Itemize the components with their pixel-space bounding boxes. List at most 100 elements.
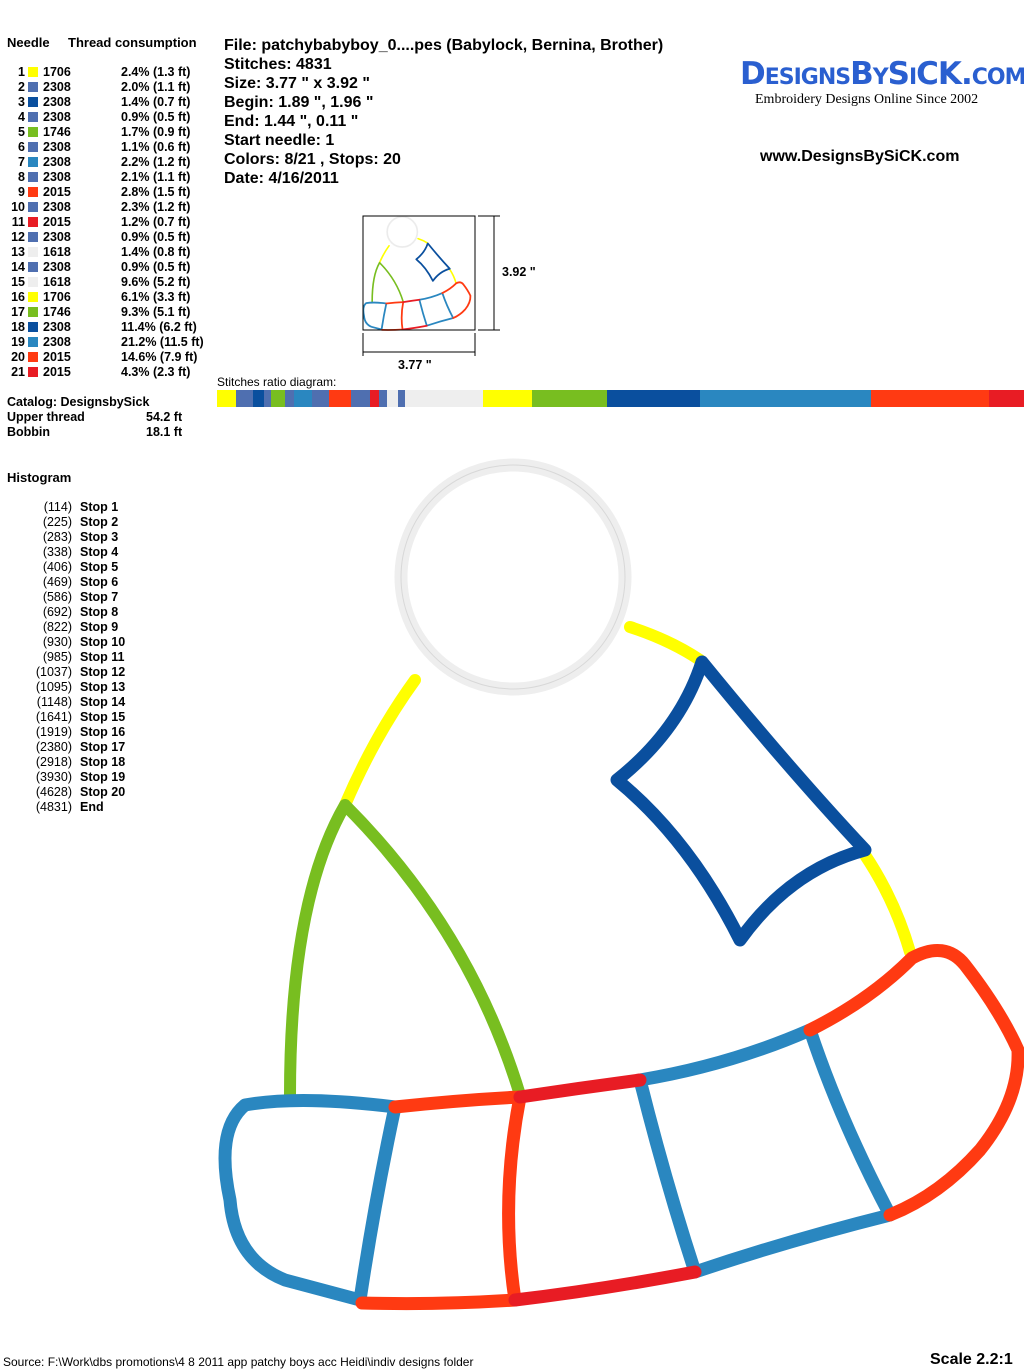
thread-code: 1706 <box>43 290 71 304</box>
color-swatch <box>28 187 38 197</box>
end: End: 1.44 ", 0.11 " <box>224 113 359 130</box>
needle-number: 6 <box>18 140 25 154</box>
needle-row: 16 1706 6.1% (3.3 ft) <box>0 290 215 305</box>
stitch-count: (1919) <box>35 725 72 739</box>
ratio-segment <box>369 390 380 407</box>
colors-stops: Colors: 8/21 , Stops: 20 <box>224 151 401 168</box>
stitches: Stitches: 4831 <box>224 56 332 73</box>
stop-label: Stop 15 <box>80 710 126 724</box>
histogram-item: (3930) Stop 19 <box>0 770 215 785</box>
upper-thread-value: 54.2 ft <box>146 410 183 424</box>
thread-consumption: 2.4% (1.3 ft) <box>121 65 191 79</box>
needle-row: 12 2308 0.9% (0.5 ft) <box>0 230 215 245</box>
stop-label: Stop 14 <box>80 695 126 709</box>
needle-number: 3 <box>18 95 25 109</box>
histogram-item: (469) Stop 6 <box>0 575 215 590</box>
ratio-segment <box>293 390 312 407</box>
source-path: Source: F:\Work\dbs promotions\4 8 2011 … <box>3 1355 474 1369</box>
histogram-title: Histogram <box>7 470 72 485</box>
stitch-count: (114) <box>43 500 72 514</box>
upper-thread-label: Upper thread <box>7 410 85 424</box>
histogram-item: (225) Stop 2 <box>0 515 215 530</box>
thread-code: 2308 <box>43 80 71 94</box>
thread-code: 2308 <box>43 260 71 274</box>
stop-label: Stop 18 <box>80 755 126 769</box>
thread-code: 2308 <box>43 95 71 109</box>
stop-label: Stop 6 <box>80 575 119 589</box>
ratio-segment <box>351 390 370 407</box>
stitch-count: (586) <box>42 590 72 604</box>
ratio-label: Stitches ratio diagram: <box>217 375 337 389</box>
thread-code: 1746 <box>43 125 71 139</box>
needle-row: 5 1746 1.7% (0.9 ft) <box>0 125 215 140</box>
histogram-item: (586) Stop 7 <box>0 590 215 605</box>
ratio-segment <box>699 390 872 407</box>
thread-consumption: 2.2% (1.2 ft) <box>121 155 191 169</box>
needle-row: 1 1706 2.4% (1.3 ft) <box>0 65 215 80</box>
histogram-item: (2380) Stop 17 <box>0 740 215 755</box>
stitch-count: (338) <box>42 545 72 559</box>
needle-number: 9 <box>18 185 25 199</box>
stitch-count: (3930) <box>35 770 72 784</box>
needle-number: 5 <box>18 125 25 139</box>
needle-number: 20 <box>11 350 25 364</box>
needle-row: 2 2308 2.0% (1.1 ft) <box>0 80 215 95</box>
color-swatch <box>28 157 38 167</box>
color-swatch <box>28 97 38 107</box>
needle-row: 11 2015 1.2% (0.7 ft) <box>0 215 215 230</box>
catalog-label: Catalog: DesignsbySick <box>7 395 150 409</box>
ratio-segment <box>236 390 253 407</box>
thread-code: 2308 <box>43 140 71 154</box>
stitches-ratio-bar <box>217 390 1024 407</box>
thread-consumption: 4.3% (2.3 ft) <box>121 365 191 379</box>
thread-consumption: 0.9% (0.5 ft) <box>121 230 191 244</box>
needle-row: 10 2308 2.3% (1.2 ft) <box>0 200 215 215</box>
bobbin-label: Bobbin <box>7 425 51 439</box>
ratio-segment <box>271 390 285 407</box>
color-swatch <box>28 112 38 122</box>
needle-row: 19 2308 21.2% (11.5 ft) <box>0 335 215 350</box>
stop-label: Stop 17 <box>80 740 126 754</box>
stitch-count: (2380) <box>35 740 72 754</box>
thread-consumption: 0.9% (0.5 ft) <box>121 260 191 274</box>
histogram-item: (2918) Stop 18 <box>0 755 215 770</box>
logo-tagline: Embroidery Designs Online Since 2002 <box>755 92 979 107</box>
needle-number: 2 <box>18 80 25 94</box>
color-swatch <box>28 142 38 152</box>
stop-label: End <box>80 800 104 814</box>
stop-label: Stop 9 <box>80 620 119 634</box>
histogram-item: (283) Stop 3 <box>0 530 215 545</box>
scale: Scale 2.2:1 <box>930 1351 1013 1368</box>
thread-consumption: 2.0% (1.1 ft) <box>121 80 191 94</box>
stitch-count: (985) <box>42 650 72 664</box>
thread-code: 2308 <box>43 200 71 214</box>
histogram-item: (1641) Stop 15 <box>0 710 215 725</box>
needle-row: 7 2308 2.2% (1.2 ft) <box>0 155 215 170</box>
color-swatch <box>28 277 38 287</box>
needle-row: 3 2308 1.4% (0.7 ft) <box>0 95 215 110</box>
histogram-item: (1037) Stop 12 <box>0 665 215 680</box>
histogram-item: (1919) Stop 16 <box>0 725 215 740</box>
thread-code: 2015 <box>43 185 71 199</box>
needle-number: 15 <box>11 275 25 289</box>
stitch-count: (1037) <box>35 665 72 679</box>
histogram-item: (1095) Stop 13 <box>0 680 215 695</box>
ratio-segment <box>311 390 329 407</box>
histogram-item: (338) Stop 4 <box>0 545 215 560</box>
stop-label: Stop 3 <box>80 530 119 544</box>
color-swatch <box>28 82 38 92</box>
stitch-count: (2918) <box>35 755 72 769</box>
histogram-item: (692) Stop 8 <box>0 605 215 620</box>
stitch-count: (930) <box>42 635 72 649</box>
ratio-segment <box>379 390 387 407</box>
width-label: 3.77 " <box>398 358 432 372</box>
needle-row: 8 2308 2.1% (1.1 ft) <box>0 170 215 185</box>
thread-consumption: 1.4% (0.7 ft) <box>121 95 191 109</box>
stitch-count: (469) <box>42 575 72 589</box>
needle-number: 4 <box>18 110 25 124</box>
needle-number: 13 <box>11 245 25 259</box>
needle-row: 17 1746 9.3% (5.1 ft) <box>0 305 215 320</box>
needle-number: 12 <box>11 230 25 244</box>
color-swatch <box>28 172 38 182</box>
